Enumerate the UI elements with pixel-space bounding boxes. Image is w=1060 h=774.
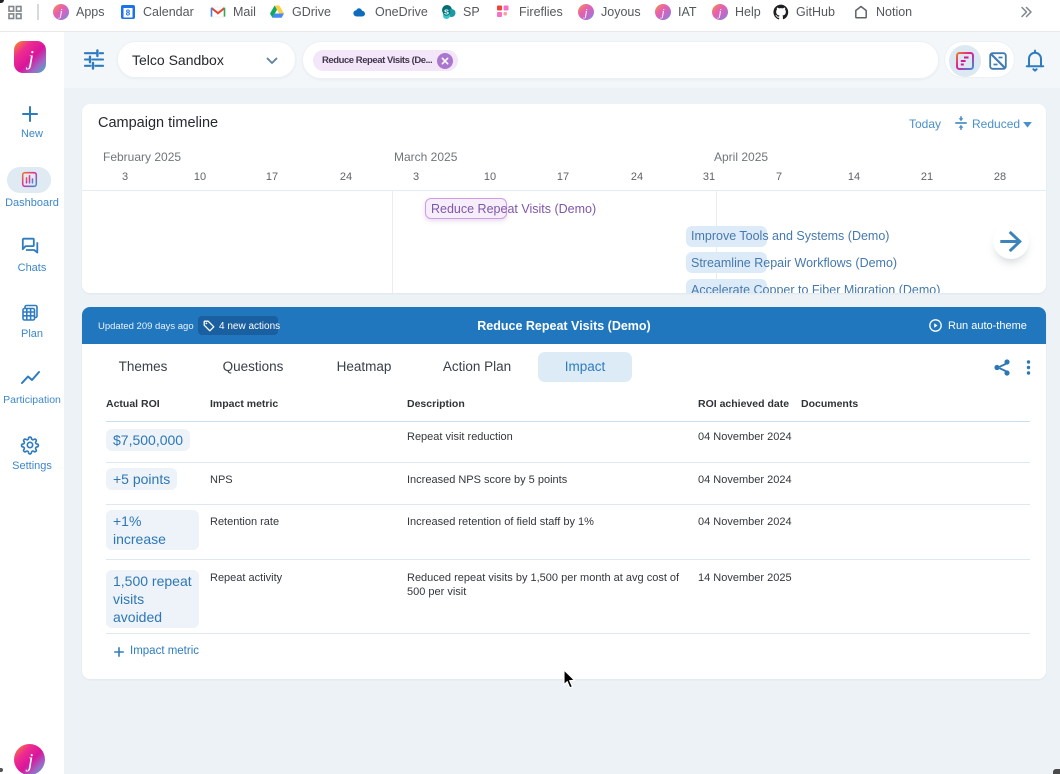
svg-text:j: j [25,46,34,70]
svg-text:j: j [25,750,34,772]
svg-text:j: j [582,7,587,19]
svg-text:j: j [659,7,664,19]
svg-text:j: j [57,7,62,19]
svg-text:S: S [444,8,449,17]
svg-text:8: 8 [126,9,131,18]
svg-text:j: j [716,7,721,19]
